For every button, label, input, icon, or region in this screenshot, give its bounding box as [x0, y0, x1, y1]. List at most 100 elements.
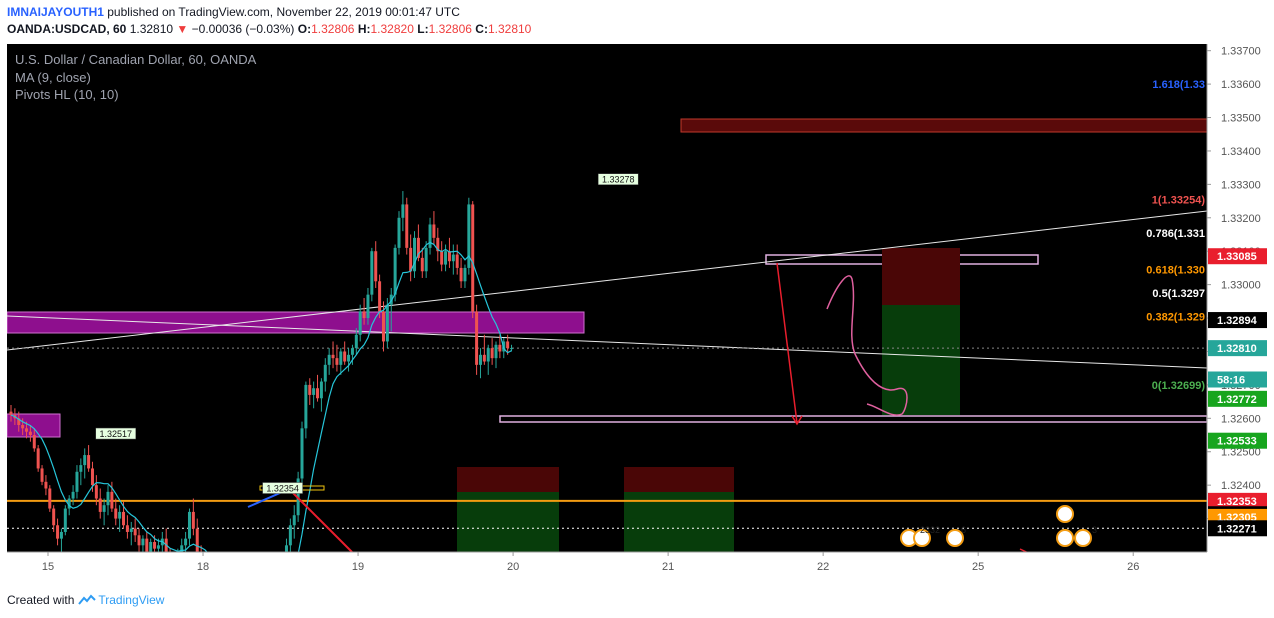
position-stop-zone-2	[457, 467, 559, 492]
candle-body	[350, 348, 354, 355]
candle-body	[478, 354, 482, 365]
author-link[interactable]: IMNAIJAYOUTH1	[7, 5, 104, 19]
price-badge	[1208, 390, 1267, 407]
low-label: L:	[417, 22, 429, 36]
chart-svg[interactable]: 2332631.332781.325171.323541.321941.618(…	[7, 44, 1269, 580]
trendline-rising	[7, 210, 1208, 351]
price-badge	[1208, 371, 1267, 388]
price-badge-text: 58:16	[1217, 375, 1245, 387]
low-value: 1.32806	[428, 22, 472, 36]
y-tick-label: 1.33400	[1221, 146, 1261, 158]
candle-body	[436, 237, 440, 252]
box-lower	[499, 415, 1208, 423]
candle-body	[420, 257, 424, 272]
x-tick-label: 20	[507, 561, 519, 573]
pivot-label-text: 1.32354	[266, 484, 299, 494]
candle-body	[102, 505, 106, 512]
event-count-label-3: 3	[1092, 525, 1097, 535]
last-price: 1.32810	[129, 22, 174, 36]
candle-body	[145, 538, 149, 552]
red-target-arrow	[776, 262, 798, 424]
down-arrow-icon: ▼	[176, 22, 189, 36]
us-flag-icon-2	[946, 529, 964, 547]
candle-body	[327, 354, 331, 365]
candle-body	[506, 341, 510, 349]
open-label: O:	[297, 22, 312, 36]
footer: Created with TradingView	[7, 593, 164, 607]
price-badge	[1208, 492, 1267, 509]
candle-body	[156, 545, 160, 549]
candle-body	[463, 267, 467, 282]
position-stop-zone-3	[624, 467, 734, 492]
fib-level-label: 0(1.32699)	[1152, 380, 1206, 392]
candle-body	[323, 364, 327, 382]
candle-body	[370, 251, 374, 295]
candle-body	[447, 251, 451, 262]
trendline-falling	[7, 315, 1208, 369]
candle-body	[149, 541, 153, 552]
candle-body	[413, 237, 417, 272]
candle-body	[397, 217, 401, 248]
price-badge-text: 1.32271	[1217, 523, 1257, 535]
y-tick-label: 1.33700	[1221, 46, 1261, 58]
hand-drawn-path	[826, 275, 908, 416]
candle-body	[63, 508, 67, 532]
candle-body	[451, 254, 455, 262]
candle-body	[56, 525, 60, 539]
x-tick-label: 25	[972, 561, 984, 573]
event-count-label: 2332	[920, 525, 940, 535]
position-target-zone-3	[624, 492, 734, 552]
supply-zone-left	[7, 311, 585, 334]
close-value: 1.32810	[487, 22, 532, 36]
candle-body	[378, 281, 382, 312]
x-tick-label: 22	[817, 561, 829, 573]
pivot-label-text: 1.33278	[602, 175, 635, 185]
candle-body	[385, 304, 389, 342]
candle-body	[48, 488, 52, 509]
candle-body	[475, 311, 479, 365]
y-tick-label: 1.33600	[1221, 79, 1261, 91]
candle-body	[67, 498, 71, 509]
price-badge	[1208, 312, 1267, 329]
fib-level-label: 0.382(1.329	[1146, 311, 1205, 323]
symbol-label: OANDA:USDCAD, 60	[7, 22, 127, 36]
candle-body	[308, 384, 312, 395]
candle-body	[347, 354, 351, 362]
pivot-label-box	[95, 427, 137, 440]
tradingview-link[interactable]: TradingView	[98, 593, 165, 607]
price-badge-text: 1.32810	[1217, 343, 1257, 355]
candle-body	[32, 435, 36, 449]
chart-area[interactable]: 2332631.332781.325171.323541.321941.618(…	[7, 44, 1269, 580]
candle-body	[122, 511, 126, 526]
candle-body	[424, 247, 428, 272]
fib-level-label: 1.618(1.33	[1152, 79, 1205, 91]
price-badge	[1208, 340, 1267, 357]
close-label: C:	[475, 22, 488, 36]
pivot-label-text: 1.32517	[99, 429, 132, 439]
candle-body	[312, 388, 316, 395]
x-tick-label: 19	[352, 561, 364, 573]
candle-body	[114, 508, 118, 519]
candle-body	[79, 465, 83, 472]
candle-body	[28, 431, 32, 436]
open-value: 1.32806	[311, 22, 355, 36]
fib-level-label: 0.786(1.331	[1146, 228, 1205, 240]
fib-level-label: 1(1.33254)	[1152, 195, 1206, 207]
price-change: −0.00036 (−0.03%)	[191, 22, 295, 36]
fib-level-label: 0.618(1.330	[1146, 265, 1205, 277]
price-badge	[1208, 248, 1267, 265]
indicator-label: Pivots HL (10, 10)	[15, 87, 119, 102]
candle-body	[164, 538, 168, 559]
candle-body	[381, 311, 385, 342]
candle-body	[36, 448, 40, 469]
candle-body	[71, 491, 75, 499]
publish-line: IMNAIJAYOUTH1 published on TradingView.c…	[7, 4, 531, 21]
price-badge-text: 1.32772	[1217, 394, 1257, 406]
candle-body	[106, 491, 110, 506]
candle-body	[195, 528, 199, 556]
candle-body	[21, 425, 25, 429]
candle-body	[304, 384, 308, 429]
ma-line	[10, 241, 512, 580]
candle-body	[52, 508, 56, 526]
time-axis-panel	[7, 552, 1207, 580]
